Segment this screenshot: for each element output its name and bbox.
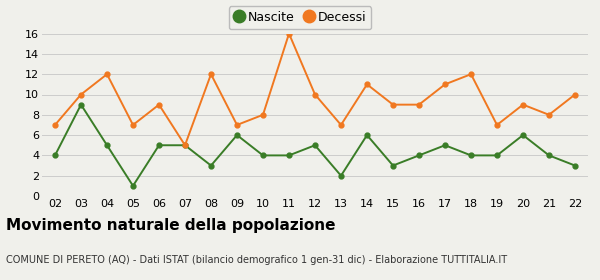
Text: COMUNE DI PERETO (AQ) - Dati ISTAT (bilancio demografico 1 gen-31 dic) - Elabora: COMUNE DI PERETO (AQ) - Dati ISTAT (bila… — [6, 255, 507, 265]
Legend: Nascite, Decessi: Nascite, Decessi — [229, 6, 371, 29]
Text: Movimento naturale della popolazione: Movimento naturale della popolazione — [6, 218, 335, 234]
